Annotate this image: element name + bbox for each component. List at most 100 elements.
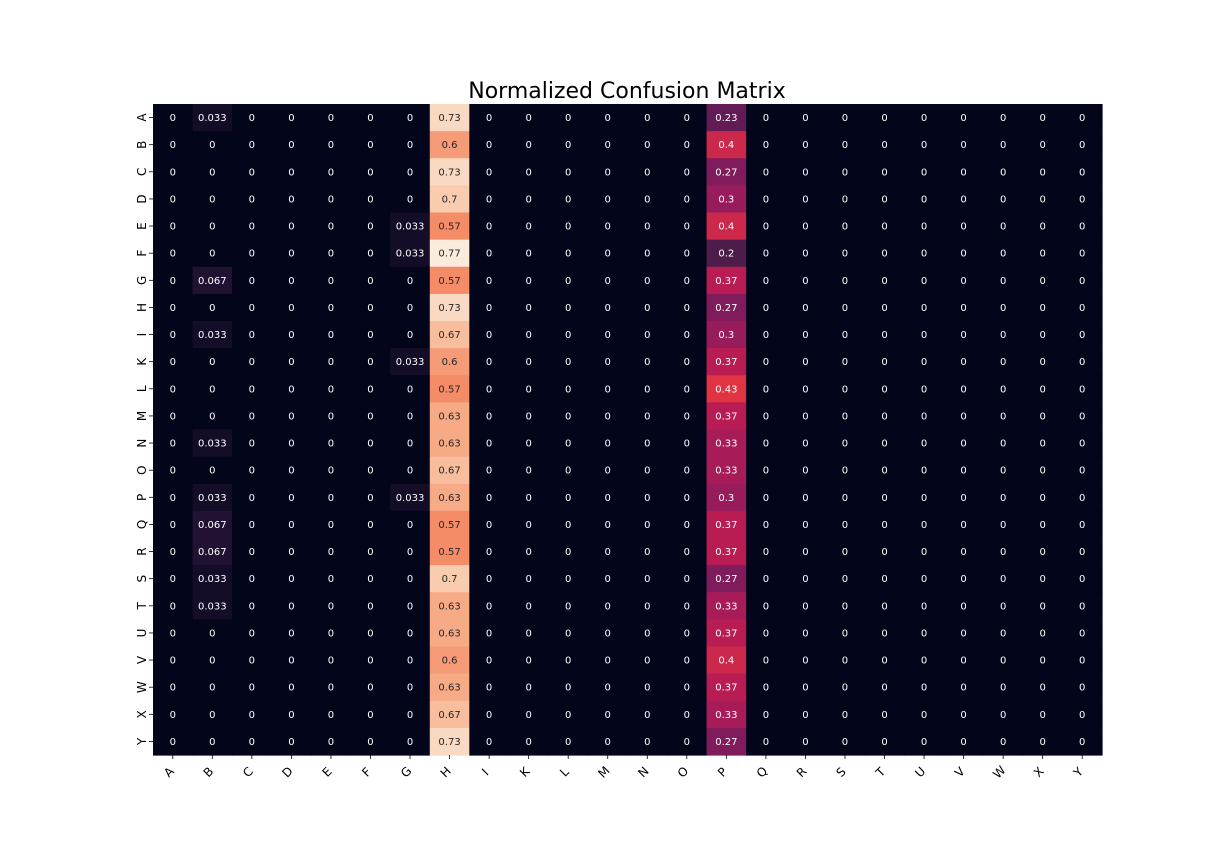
cell-value-label: 0 [605, 140, 611, 151]
cell-value-label: 0 [249, 628, 255, 639]
cell-value-label: 0.57 [438, 547, 460, 558]
cell-value-label: 0 [249, 384, 255, 395]
cell-value-label: 0 [328, 330, 334, 341]
cell-value-label: 0.37 [715, 547, 737, 558]
cell-value-label: 0 [1040, 194, 1046, 205]
heatmap-cell [627, 131, 668, 159]
cell-value-label: 0 [486, 411, 492, 422]
heatmap-cell [548, 510, 589, 539]
heatmap-cell [508, 266, 550, 295]
heatmap-cell [548, 321, 589, 349]
heatmap-cell [350, 592, 391, 620]
cell-value-label: 0 [249, 140, 255, 151]
heatmap-cell [864, 538, 905, 566]
cell-value-label: 0 [1040, 628, 1046, 639]
cell-value-label: 0 [328, 710, 334, 721]
heatmap-cell [587, 619, 629, 648]
cell-value-label: 0 [1000, 628, 1006, 639]
cell-value-label: 0 [684, 249, 690, 260]
heatmap-cell [785, 104, 826, 132]
heatmap-cell [192, 483, 233, 512]
cell-value-label: 0 [763, 140, 769, 151]
heatmap-cell [864, 429, 905, 458]
heatmap-cell [548, 185, 589, 214]
cell-value-label: 0 [1079, 737, 1085, 748]
cell-value-label: 0 [486, 194, 492, 205]
heatmap-cell [587, 429, 629, 458]
heatmap-cell [1022, 293, 1064, 322]
heatmap-cell [825, 538, 866, 566]
heatmap-cell [1022, 131, 1064, 159]
cell-value-label: 0 [605, 357, 611, 368]
cell-value-label: 0 [605, 710, 611, 721]
cell-value-label: 0 [209, 737, 215, 748]
cell-value-label: 0 [881, 303, 887, 314]
cell-value-label: 0 [170, 303, 176, 314]
cell-value-label: 0 [960, 357, 966, 368]
y-tick-label: U [135, 629, 149, 638]
cell-value-label: 0 [170, 330, 176, 341]
heatmap-cell [706, 538, 747, 566]
heatmap-cell [627, 212, 668, 241]
heatmap-cell [1062, 646, 1103, 675]
cell-value-label: 0 [921, 222, 927, 233]
cell-value-label: 0 [842, 737, 848, 748]
heatmap-cell [1062, 673, 1103, 702]
cell-value-label: 0 [605, 330, 611, 341]
heatmap-cell [232, 104, 273, 132]
heatmap-cell [1062, 348, 1103, 376]
cell-value-label: 0 [525, 113, 531, 124]
heatmap-cell [232, 293, 273, 322]
heatmap-cell [311, 565, 352, 593]
heatmap-cell [587, 321, 629, 349]
cell-value-label: 0 [921, 466, 927, 477]
heatmap-cell [311, 727, 352, 756]
cell-value-label: 0 [486, 249, 492, 260]
heatmap-cell [904, 321, 945, 349]
heatmap-cell [232, 185, 273, 214]
heatmap-cell [785, 239, 826, 268]
heatmap-cell [153, 592, 194, 620]
cell-value-label: 0 [1000, 601, 1006, 612]
heatmap-cell [706, 375, 747, 403]
heatmap-cell [706, 402, 747, 431]
cell-value-label: 0 [1079, 520, 1085, 531]
cell-value-label: 0 [842, 493, 848, 504]
cell-value-label: 0.067 [198, 276, 227, 287]
cell-value-label: 0 [1000, 384, 1006, 395]
heatmap-cell [983, 348, 1024, 376]
x-tick-label: M [595, 764, 612, 781]
cell-value-label: 0.6 [442, 357, 458, 368]
cell-value-label: 0 [407, 276, 413, 287]
cell-value-label: 0 [802, 330, 808, 341]
heatmap-cell [469, 293, 510, 322]
cell-value-label: 0 [1079, 167, 1085, 178]
cell-value-label: 0 [1079, 493, 1085, 504]
cell-value-label: 0 [288, 656, 294, 667]
cell-value-label: 0 [605, 113, 611, 124]
heatmap-cell [1022, 429, 1064, 458]
cell-value-label: 0 [605, 628, 611, 639]
cell-value-label: 0 [170, 547, 176, 558]
cell-value-label: 0 [605, 656, 611, 667]
cell-value-label: 0 [802, 710, 808, 721]
cell-value-label: 0 [763, 683, 769, 694]
heatmap-cell [548, 131, 589, 159]
heatmap-cell [825, 483, 866, 512]
cell-value-label: 0 [407, 411, 413, 422]
cell-value-label: 0 [525, 411, 531, 422]
cell-value-label: 0 [328, 628, 334, 639]
cell-value-label: 0 [605, 249, 611, 260]
heatmap-cell [706, 429, 747, 458]
heatmap-cell [192, 375, 233, 403]
heatmap-cell [271, 565, 312, 593]
heatmap-cell [667, 185, 708, 214]
y-tick-label: D [135, 194, 149, 203]
heatmap-cell [904, 185, 945, 214]
cell-value-label: 0 [802, 303, 808, 314]
cell-value-label: 0 [367, 547, 373, 558]
heatmap-cell [311, 646, 352, 675]
cell-value-label: 0 [1000, 710, 1006, 721]
cell-value-label: 0.033 [396, 493, 425, 504]
